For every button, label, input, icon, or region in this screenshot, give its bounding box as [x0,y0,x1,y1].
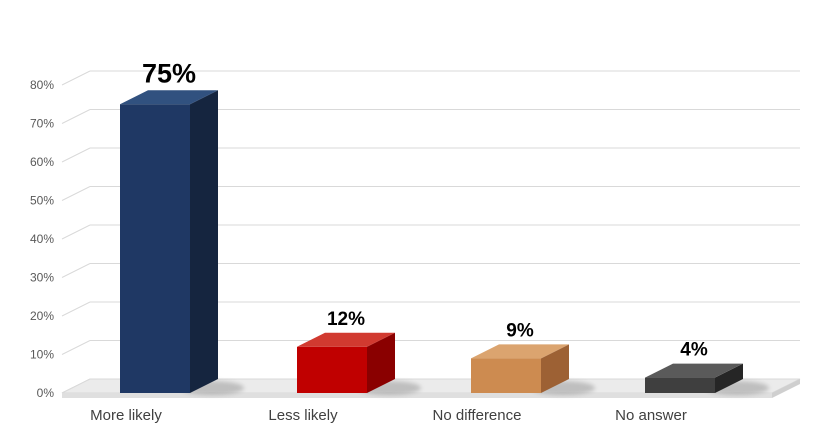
floor-side-edge [772,379,800,398]
gridline-depth-segment [61,186,91,201]
bar-front-face [645,377,715,393]
bar-front-face [471,358,541,393]
bar-side-face [367,332,395,393]
gridline-depth-segment [61,224,91,240]
gridline-depth-segment [61,263,91,278]
bar-front-face [297,346,367,393]
bar-top-face [645,363,743,378]
bar-top-face [471,344,569,359]
value-label: 12% [327,309,365,330]
y-tick-label: 30% [30,271,54,285]
category-label: No difference [433,407,522,424]
value-label: 4% [680,340,708,361]
gridline-depth-segment [61,301,91,317]
gridline-depth-segment [61,109,91,124]
floor-front-edge [62,393,772,398]
y-tick-label: 50% [30,194,54,208]
gridline-depth-segment [61,70,91,86]
bar-top-face [120,90,218,105]
category-label: More likely [90,407,162,424]
y-tick-label: 0% [37,386,55,400]
y-tick-label: 60% [30,155,54,169]
y-tick-label: 10% [30,348,54,362]
category-label: No answer [615,407,687,424]
bar-front-face [120,104,190,393]
bar-side-face [715,363,743,393]
value-label: 9% [506,320,534,341]
y-tick-label: 70% [30,117,54,131]
bar-side-face [541,344,569,393]
bar-side-face [190,90,218,393]
y-tick-label: 40% [30,232,54,246]
gridline-depth-segment [61,340,91,355]
category-label: Less likely [268,407,338,424]
gridline-depth-segment [61,147,91,163]
bar-top-face [297,332,395,347]
y-tick-label: 80% [30,78,54,92]
y-tick-label: 20% [30,309,54,323]
value-label: 75% [142,58,196,88]
